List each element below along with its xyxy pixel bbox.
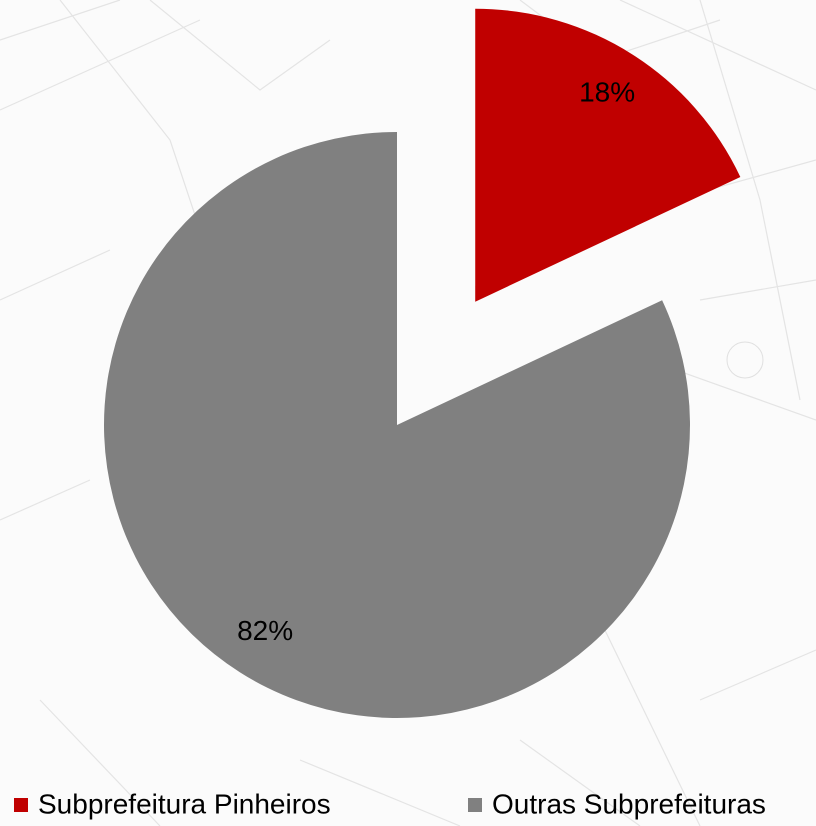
pie-slice xyxy=(475,8,741,302)
legend-label: Outras Subprefeituras xyxy=(492,788,766,819)
data-label: 82% xyxy=(237,615,293,646)
legend-swatch xyxy=(14,798,28,812)
data-label: 18% xyxy=(579,76,635,107)
legend-swatch xyxy=(468,798,482,812)
legend: Subprefeitura Pinheiros Outras Subprefeit… xyxy=(14,788,766,819)
pie: 18% 82% xyxy=(104,8,741,719)
legend-label: Subprefeitura Pinheiros xyxy=(38,788,331,819)
pie-slice xyxy=(104,132,691,719)
